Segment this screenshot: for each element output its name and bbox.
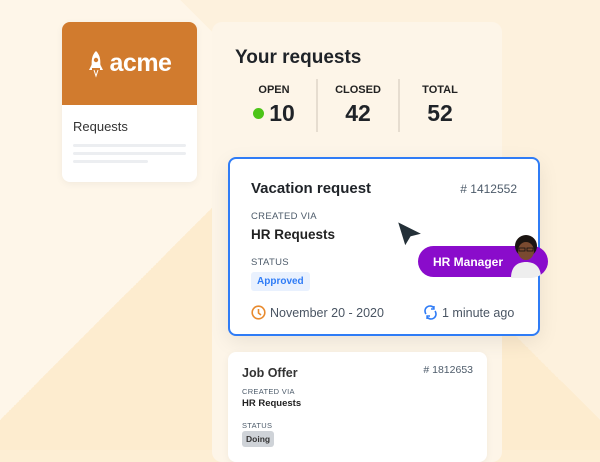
open-status-dot: [253, 108, 265, 119]
stat-value: 10: [269, 100, 295, 126]
sidebar-title[interactable]: Requests: [73, 119, 128, 134]
divider: [316, 79, 318, 132]
status-label: STATUS: [242, 421, 273, 430]
sidebar-card[interactable]: acme Requests: [62, 22, 197, 182]
stat-label: TOTAL: [422, 84, 458, 96]
stat-total: TOTAL 52: [400, 84, 480, 127]
stat-value: 42: [345, 100, 371, 126]
created-via-label: CREATED VIA: [242, 387, 295, 396]
created-via-value: HR Requests: [242, 398, 302, 409]
stat-label: CLOSED: [335, 84, 381, 96]
status-badge: Approved: [251, 272, 310, 291]
clock-icon: [251, 305, 266, 320]
request-date: November 20 - 2020: [270, 306, 384, 320]
logo: acme: [109, 49, 172, 77]
created-via-label: CREATED VIA: [251, 211, 317, 222]
placeholder-line: [73, 144, 186, 147]
request-card-job-offer[interactable]: Job Offer # 1812653 CREATED VIA HR Reque…: [228, 352, 487, 462]
sync-icon: [424, 305, 437, 320]
stat-open: OPEN 10: [234, 84, 314, 127]
cursor-icon: [396, 220, 424, 248]
request-title: Job Offer: [242, 366, 298, 380]
request-id: # 1812653: [423, 364, 473, 376]
status-badge: Doing: [242, 431, 275, 447]
rocket-icon: [88, 50, 103, 78]
placeholder-line: [73, 160, 148, 163]
placeholder-line: [73, 152, 186, 155]
status-label: STATUS: [251, 257, 289, 268]
brand-header: acme: [62, 22, 197, 105]
stat-closed: CLOSED 42: [318, 84, 398, 127]
request-id: # 1412552: [460, 182, 517, 196]
stat-label: OPEN: [258, 84, 290, 96]
created-via-value: HR Requests: [251, 227, 336, 242]
avatar: [505, 232, 547, 278]
updated-time: 1 minute ago: [442, 306, 515, 320]
divider: [398, 79, 400, 132]
stat-value: 52: [427, 100, 453, 126]
request-title: Vacation request: [251, 180, 372, 197]
page-title: Your requests: [235, 47, 362, 68]
